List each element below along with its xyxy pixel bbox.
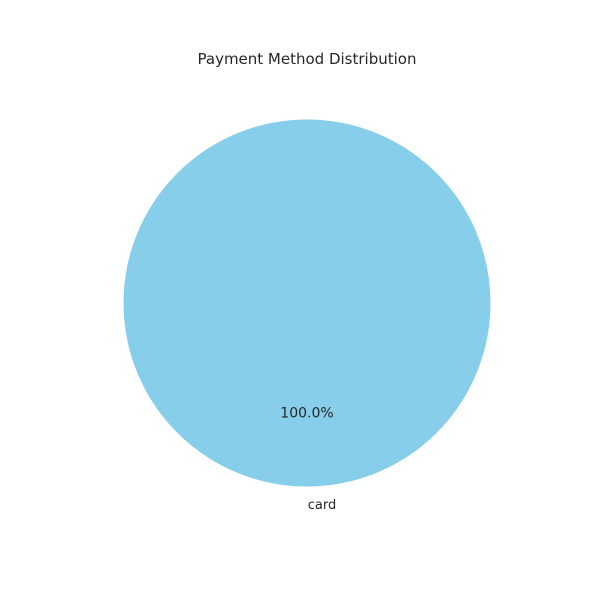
pie-slice-card — [122, 118, 492, 488]
pie-percent-label: 100.0% — [280, 405, 333, 421]
pie-labels: 100.0% card — [280, 405, 336, 513]
pie-slices — [122, 118, 492, 488]
pie-category-label: card — [308, 498, 336, 513]
chart-title: Payment Method Distribution — [198, 50, 417, 68]
